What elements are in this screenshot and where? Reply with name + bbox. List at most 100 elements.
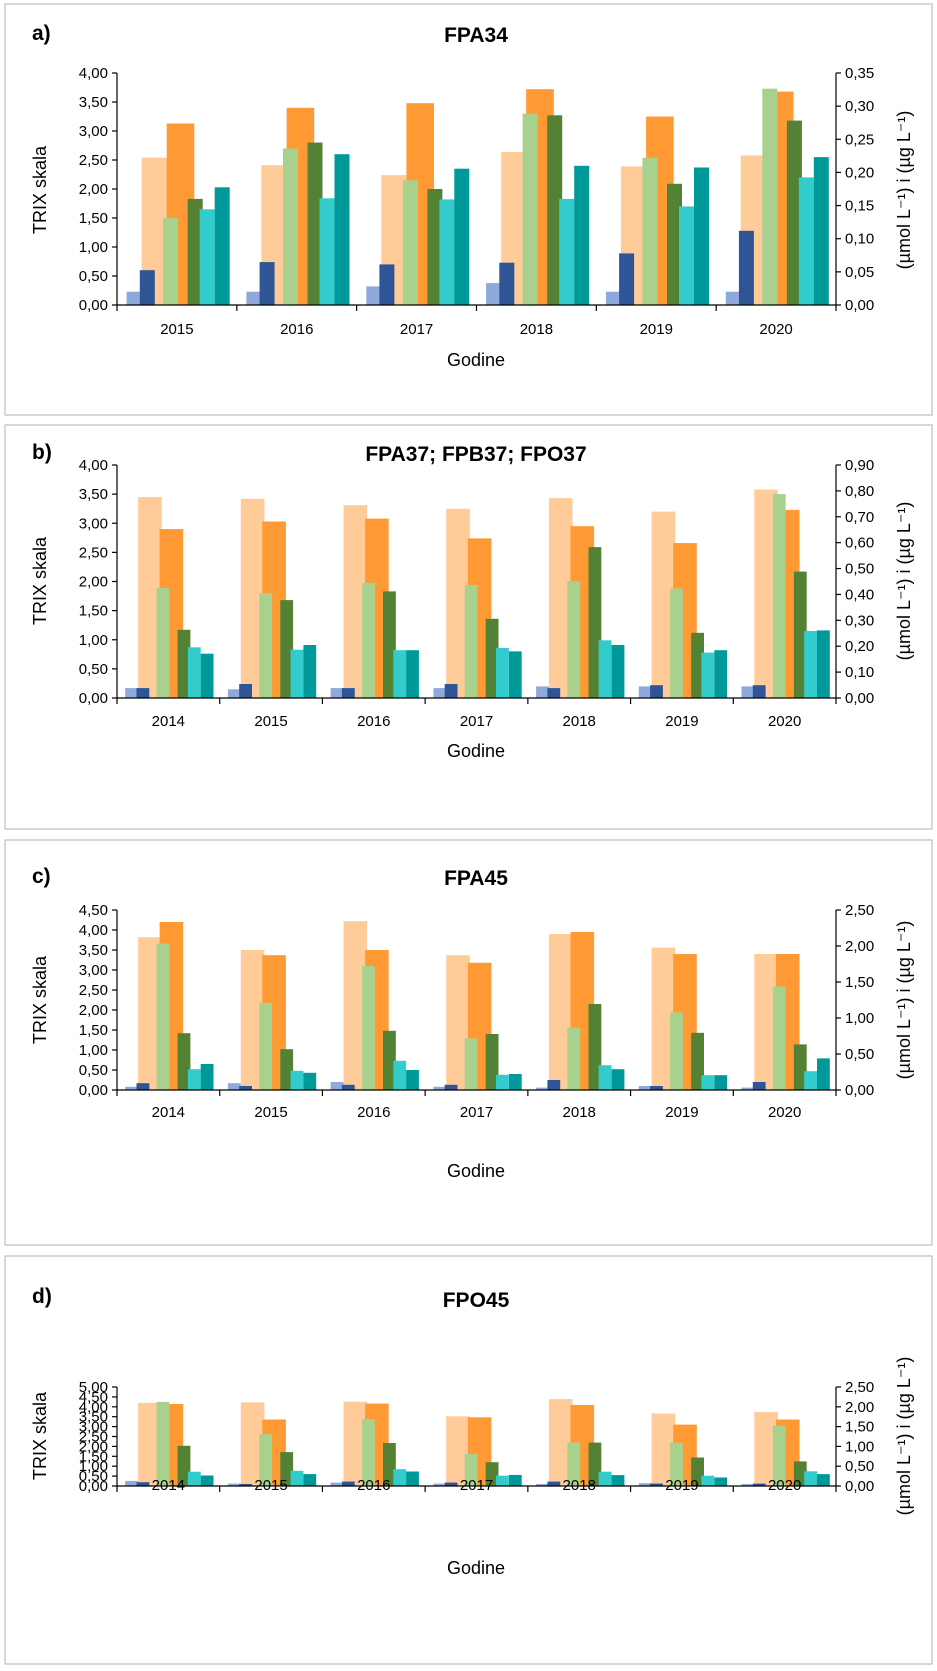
y-tick-label-left: 3,50 [79,942,108,959]
bar-s1-2016 [330,1482,344,1486]
bar-s2-2019 [650,1483,663,1486]
bar-s8-2017 [508,651,522,698]
bar-s1-2018 [486,283,502,305]
y-tick-label-left: 0,00 [79,1478,108,1495]
y-tick-label-right: 0,20 [845,638,874,655]
y-tick-label-left: 3,00 [79,1419,108,1436]
bar-s7-2016 [319,198,335,305]
bar-s1-2017 [433,1086,447,1090]
y-tick-label-left: 4,50 [79,902,108,919]
x-axis-title: Godine [447,1161,505,1181]
bar-s2-2018 [547,1080,561,1090]
x-tick-label: 2017 [400,321,433,338]
y-tick-label-right: 0,10 [845,664,874,681]
y-tick-label-left: 2,50 [79,152,108,169]
bar-s6-2017 [485,618,499,698]
bar-s6-2017 [485,1462,499,1486]
bar-s7-2020 [804,1071,817,1090]
bar-s6-2014 [177,1445,191,1486]
bar-s8-2016 [334,154,350,305]
chart-title: FPA34 [444,24,508,47]
chart-panel-c: c) FPA45 0,00 0,50 1,00 1,50 2,00 2,50 3,00 3,50 4… [4,839,933,1246]
x-tick-label: 2020 [768,1477,801,1494]
bar-s6-2020 [793,571,807,698]
y-tick-label-left: 2,00 [79,1002,108,1019]
bar-s7-2014 [187,647,201,698]
bar-s4-2016 [362,582,375,698]
bar-s2-2016 [341,1481,355,1486]
bar-s7-2014 [187,1069,201,1090]
bar-s2-2019 [619,253,635,305]
bar-s1-2017 [433,688,447,698]
bar-s1-2020 [741,686,755,698]
bar-s6-2015 [280,1452,294,1486]
bar-s8-2018 [611,645,625,698]
y-axis-title-left: TRIX skala [30,536,50,625]
bar-s8-2016 [406,650,419,698]
y-tick-label-right: 0,90 [845,457,874,474]
y-axis-title-right: (µmol L⁻¹) i (µg L⁻¹) [894,111,914,270]
bar-s1-2019 [638,1483,652,1486]
y-tick-label-right: 0,25 [845,131,874,148]
bar-s2-2015 [239,1484,252,1486]
bar-s4-2017 [464,1038,478,1090]
bar-s1-2020 [725,291,741,305]
chart-panel-d: d) FPO450,000,501,001,502,002,503,003,504… [4,1255,933,1665]
bar-s8-2020 [813,157,829,305]
x-tick-label: 2020 [759,321,792,338]
bar-s4-2015 [259,1002,273,1090]
bar-s3-2014 [138,497,162,698]
bar-s1-2018 [536,1087,549,1090]
bar-s4-2016 [362,1419,375,1486]
x-tick-label: 2017 [460,1477,493,1494]
bar-s3-2016 [343,505,368,698]
x-tick-label: 2016 [357,713,390,730]
bar-s6-2019 [691,1032,704,1090]
y-tick-label-right: 0,35 [845,65,874,82]
bar-s3-2014 [138,1402,162,1486]
bar-s3-2015 [240,498,265,698]
bar-s2-2020 [738,230,754,305]
y-axis-title-left: TRIX skala [30,1391,50,1480]
x-tick-label: 2016 [357,1104,390,1121]
y-tick-label-right: 0,30 [845,612,874,629]
bar-s8-2020 [817,1474,830,1486]
bar-s1-2019 [605,291,621,305]
y-tick-label-left: 0,00 [79,1082,108,1099]
y-tick-label-left: 4,00 [79,65,108,82]
y-tick-label-right: 0,10 [845,231,874,248]
bar-s7-2017 [496,1074,509,1090]
y-tick-label-left: 1,50 [79,1022,108,1039]
x-tick-label: 2020 [768,1104,801,1121]
bar-s3-2016 [343,1401,368,1486]
x-tick-label: 2018 [563,1477,596,1494]
bar-s7-2015 [290,1070,304,1090]
bar-s1-2017 [366,286,382,305]
bar-s6-2020 [793,1461,807,1486]
bar-s4-2014 [156,943,170,1090]
bar-s4-2019 [670,1442,683,1486]
panel-label: d) [32,1285,52,1308]
bar-s6-2017 [427,189,443,305]
bar-s2-2020 [752,1082,766,1090]
y-tick-label-right: 1,50 [845,974,874,991]
y-axis-title-right: (µmol L⁻¹) i (µg L⁻¹) [894,921,914,1080]
bar-s4-2017 [464,585,478,698]
bar-s2-2014 [136,688,150,698]
bar-s6-2018 [588,547,602,698]
bar-s7-2015 [290,1470,304,1486]
bar-s7-2019 [701,1075,715,1090]
y-tick-label-left: 1,00 [79,1458,108,1475]
y-tick-label-left: 3,50 [79,94,108,111]
bar-s2-2015 [139,270,155,305]
bar-s8-2015 [303,645,317,698]
bar-s2-2014 [136,1482,150,1486]
y-tick-label-right: 0,30 [845,98,874,115]
y-axis-title-left: TRIX skala [30,145,50,234]
bar-s1-2014 [125,1086,138,1090]
bar-s4-2017 [402,180,418,305]
bar-s7-2014 [187,1471,201,1486]
x-tick-label: 2019 [640,321,673,338]
y-tick-label-left: 0,50 [79,661,108,678]
bar-s8-2017 [454,168,470,305]
